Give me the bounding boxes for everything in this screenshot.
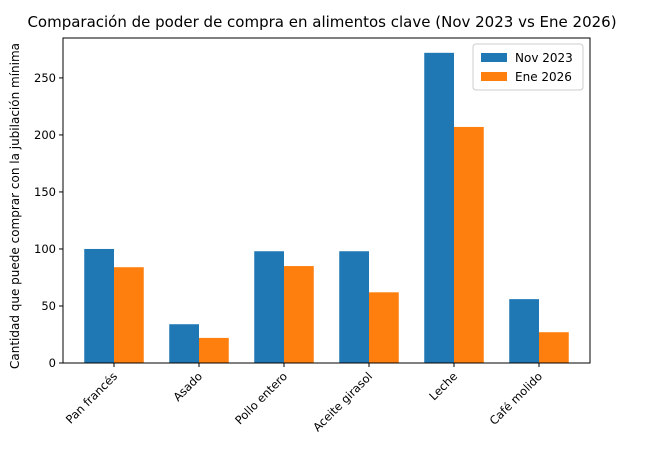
legend: Nov 2023 Ene 2026	[472, 43, 584, 91]
x-tick-label: Leche	[426, 369, 460, 403]
x-tick-label: Asado	[170, 369, 205, 404]
y-tick-label: 200	[34, 128, 56, 142]
plot-area: 0 50 100 150 200 250 Pan francés Asado Pollo ent…	[34, 37, 591, 434]
bar-nov-2023	[424, 52, 454, 363]
y-tick-label: 150	[34, 185, 56, 199]
x-tick-label: Pan francés	[63, 369, 120, 426]
legend-entry: Nov 2023	[515, 51, 573, 65]
bar-ene-2026	[369, 292, 399, 363]
y-tick-label: 50	[41, 299, 56, 313]
y-tick-label: 250	[34, 71, 56, 85]
bar-nov-2023	[509, 299, 539, 363]
legend-entry: Ene 2026	[515, 70, 572, 84]
bar-nov-2023	[84, 248, 114, 363]
legend-swatch	[481, 53, 507, 62]
axes-frame	[62, 37, 591, 364]
y-tick-label: 100	[34, 242, 56, 256]
x-tick-label: Café molido	[487, 369, 546, 428]
bar-nov-2023	[339, 251, 369, 363]
bar-ene-2026	[114, 267, 144, 363]
y-axis-label: Cantidad que puede comprar con la jubila…	[8, 43, 22, 369]
legend-swatch	[481, 72, 507, 81]
bar-nov-2023	[169, 324, 199, 363]
bar-ene-2026	[454, 126, 484, 363]
bar-ene-2026	[199, 337, 229, 363]
chart-title: Comparación de poder de compra en alimen…	[27, 13, 616, 31]
bar-nov-2023	[254, 251, 284, 363]
y-tick-label: 0	[49, 356, 56, 370]
x-tick-label: Pollo entero	[232, 369, 290, 427]
x-tick-label: Aceite girasol	[310, 369, 375, 434]
bar-ene-2026	[284, 266, 314, 363]
bar-ene-2026	[539, 332, 569, 363]
